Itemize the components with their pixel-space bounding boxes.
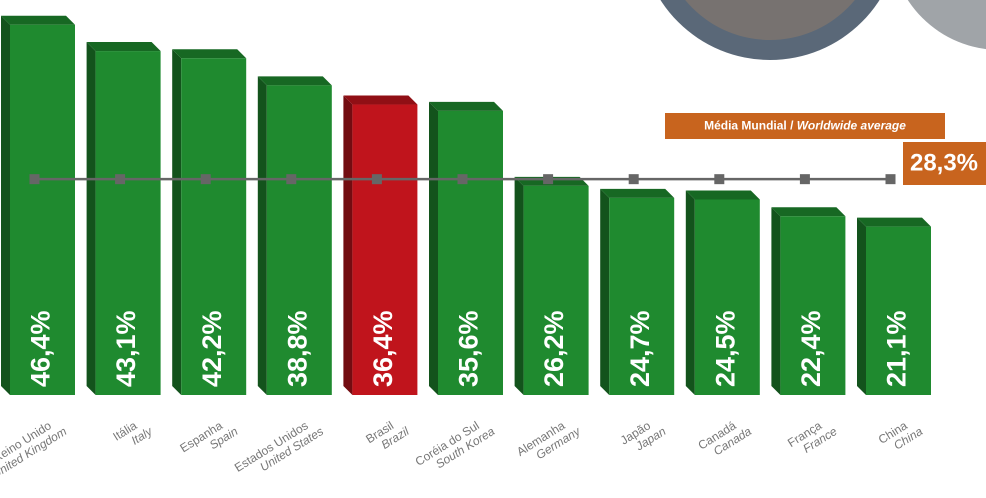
bar-top [429,101,503,111]
average-marker [115,174,126,185]
average-marker [714,174,725,185]
average-marker [29,174,40,185]
average-marker [628,174,639,185]
bar [523,185,589,395]
bar-side [514,176,524,395]
value-label: 21,1% [882,310,912,387]
value-label: 24,7% [625,310,655,387]
bar-top [257,76,332,86]
bar-top [1,15,75,25]
value-label: 26,2% [539,310,569,387]
average-marker [200,174,211,185]
bar-top [771,207,846,217]
photo-decoration [660,0,986,60]
bar-side [172,49,182,396]
bar-side [600,188,610,395]
bar-side [86,42,96,395]
bar [438,110,503,396]
average-marker [286,174,297,185]
bar-top [172,49,247,59]
value-label: 35,6% [454,310,484,387]
bar-side [257,76,267,395]
bar-top [86,42,161,52]
average-label: Média Mundial / Worldwide average [704,119,906,133]
average-marker [371,174,382,185]
bar [866,226,931,395]
bar [694,199,760,395]
bar-side [343,95,353,395]
bar [352,104,418,395]
bar-top [685,190,760,200]
average-marker [799,174,810,185]
bar [95,51,161,395]
bar-side [771,207,781,395]
bar [780,216,846,395]
average-label-en: Worldwide average [797,119,906,133]
bar [609,197,675,395]
value-label: 46,4% [26,310,56,387]
value-label: 36,4% [368,310,398,387]
value-label: 42,2% [197,310,227,387]
bar-top [343,95,418,105]
value-label: 22,4% [796,310,826,387]
average-label-box [665,113,945,139]
value-label: 38,8% [282,310,312,387]
average-value-label: 28,3% [910,149,978,176]
bar [10,24,75,396]
average-value-box [903,142,986,185]
bar-side [685,190,695,395]
bar-top [600,188,675,198]
average-label-pt: Média Mundial / [704,119,794,133]
value-label: 43,1% [111,310,141,387]
average-marker [543,174,554,185]
bar [266,85,332,395]
bar-side [1,15,10,396]
bar-side [857,217,866,395]
value-label: 24,5% [710,310,740,387]
average-marker [885,174,896,185]
bar [181,58,247,396]
bar-top [857,217,931,227]
bar-side [429,101,438,396]
average-marker [457,174,468,185]
